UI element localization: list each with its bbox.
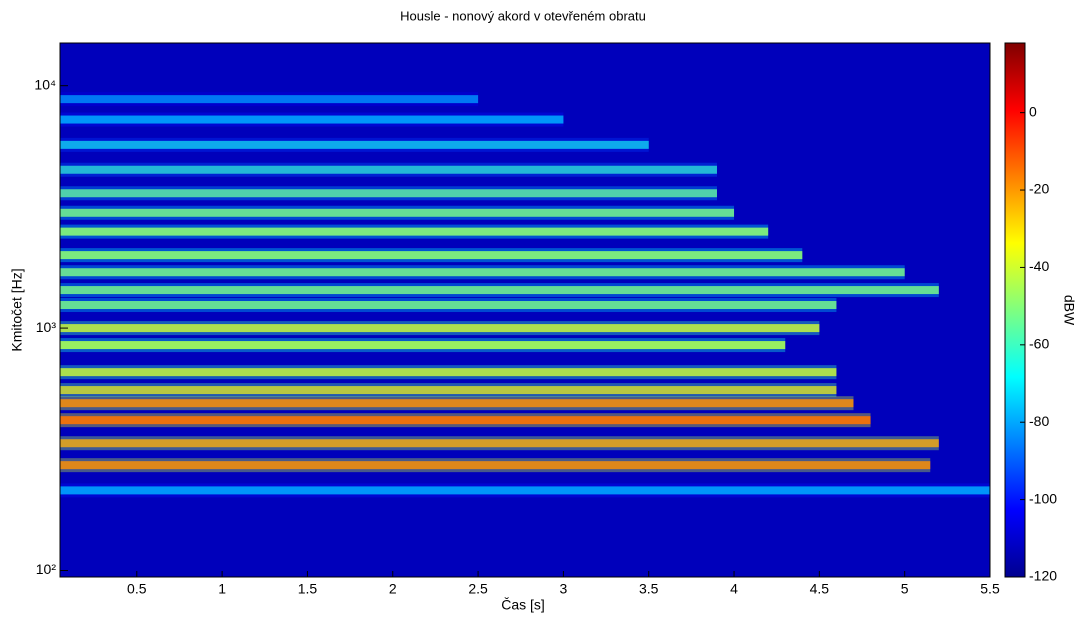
partial-halo: [60, 283, 939, 298]
plot-frame: [59, 42, 991, 578]
partial-halo: [60, 338, 786, 353]
x-axis-label: Čas [s]: [501, 597, 545, 613]
partial-band: [60, 461, 931, 470]
x-tick-label: 4.5: [810, 581, 830, 597]
partial-halo: [60, 224, 769, 239]
partial-halo: [60, 265, 905, 280]
partial-band: [60, 324, 820, 333]
partial-halo: [60, 365, 837, 380]
partial-band: [60, 439, 939, 448]
x-tick-label: 1.5: [298, 581, 318, 597]
x-tick-label: 3.5: [639, 581, 659, 597]
partial-halo: [60, 413, 871, 428]
partial-halo: [60, 92, 479, 107]
partial-band: [60, 301, 837, 310]
partial-band: [60, 486, 990, 495]
x-tick-label: 1: [218, 581, 226, 597]
partial-halo: [60, 186, 717, 201]
partial-band: [60, 286, 939, 295]
colorbar: [1004, 42, 1026, 578]
partial-halo: [60, 458, 931, 473]
partial-band: [60, 386, 837, 395]
colorbar-tick-label: -120: [1029, 568, 1057, 584]
colorbar-tick-label: 0: [1029, 103, 1037, 119]
partial-band: [60, 115, 564, 124]
x-tick-label: 3: [559, 581, 567, 597]
partial-band: [60, 208, 735, 217]
partial-band: [60, 251, 803, 260]
colorbar-tick-label: -80: [1029, 413, 1049, 429]
partial-band: [60, 341, 786, 350]
partial-halo: [60, 137, 649, 152]
y-axis-label: Kmitočet [Hz]: [9, 268, 25, 351]
partial-band: [60, 416, 871, 425]
x-tick-label: 5.5: [980, 581, 1000, 597]
x-tick-label: 0.5: [127, 581, 147, 597]
partial-halo: [60, 383, 837, 398]
partial-band: [60, 140, 649, 149]
colorbar-tick-label: -100: [1029, 490, 1057, 506]
partial-band: [60, 368, 837, 377]
x-tick-label: 5: [901, 581, 909, 597]
partial-band: [60, 95, 479, 104]
partial-halo: [60, 162, 717, 177]
y-tick-label: 10⁴: [34, 76, 56, 92]
colorbar-tick-label: -20: [1029, 181, 1049, 197]
x-tick-label: 2.5: [468, 581, 488, 597]
partial-halo: [60, 205, 735, 220]
x-tick-label: 4: [730, 581, 738, 597]
partial-halo: [60, 396, 854, 411]
y-tick-label: 10²: [36, 561, 57, 577]
colorbar-tick-label: -60: [1029, 336, 1049, 352]
partial-halo: [60, 483, 990, 498]
partial-halo: [60, 321, 820, 336]
partial-band: [60, 268, 905, 277]
partial-band: [60, 165, 717, 174]
partial-halo: [60, 248, 803, 263]
partial-band: [60, 399, 854, 408]
x-tick-label: 2: [389, 581, 397, 597]
colorbar-label: dBW: [1061, 295, 1076, 326]
partial-halo: [60, 436, 939, 451]
y-tick-label: 10³: [36, 319, 57, 335]
chart-title: Housle - nonový akord v otevřeném obratu: [400, 8, 646, 23]
partial-halo: [60, 112, 564, 127]
partial-band: [60, 189, 717, 198]
partial-band: [60, 227, 769, 236]
colorbar-tick-label: -40: [1029, 258, 1049, 274]
partial-halo: [60, 298, 837, 313]
